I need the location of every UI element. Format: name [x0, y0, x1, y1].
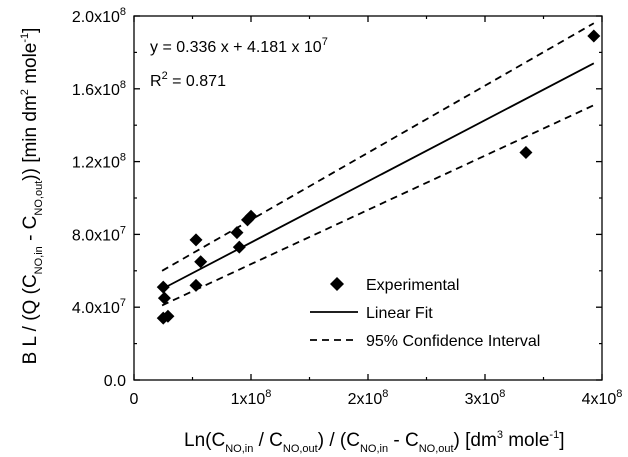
y-tick-label: 1.6x108	[72, 79, 126, 99]
fit-equation: y = 0.336 x + 4.181 x 107	[150, 36, 328, 56]
x-tick-label: 3x108	[465, 388, 506, 408]
x-tick-label: 4x108	[582, 388, 623, 408]
x-tick-labels: 0 1x108 2x108 3x108 4x108	[130, 388, 623, 408]
y-tick-label: 4.0x107	[72, 297, 126, 317]
data-point	[244, 209, 258, 223]
x-tick-label: 2x108	[348, 388, 389, 408]
data-points	[156, 29, 601, 325]
linear-fit-line	[161, 62, 595, 290]
data-point	[189, 278, 203, 292]
data-point	[230, 226, 244, 240]
data-point	[587, 29, 601, 43]
data-point	[161, 309, 175, 323]
x-tick-label: 1x108	[231, 388, 272, 408]
y-tick-label: 0.0	[104, 373, 126, 390]
data-point	[519, 146, 533, 159]
legend-label-fit: Linear Fit	[366, 305, 433, 322]
legend-label-experimental: Experimental	[366, 277, 459, 294]
r-squared: R2 = 0.871	[150, 70, 226, 90]
y-tick-label: 8.0x107	[72, 224, 126, 244]
legend-label-ci: 95% Confidence Interval	[366, 333, 540, 350]
fit-lines	[161, 22, 595, 307]
legend: Experimental Linear Fit 95% Confidence I…	[310, 277, 540, 350]
x-axis-title: Ln(CNO,in / CNO,out) / (CNO,in - CNO,out…	[184, 429, 564, 455]
plot-frame	[133, 15, 603, 381]
confidence-interval-line	[161, 104, 595, 307]
y-tick-label: 1.2x108	[72, 152, 126, 172]
data-point	[157, 291, 171, 305]
axis-ticks	[133, 15, 603, 381]
confidence-interval-line	[161, 22, 595, 272]
y-tick-label: 2.0x108	[72, 6, 126, 26]
x-tick-label: 0	[130, 391, 139, 408]
y-axis-title: B L / (Q (CNO,in - CNO,out)) [min dm2 mo…	[19, 28, 45, 365]
data-point	[194, 255, 208, 269]
data-point	[189, 233, 203, 247]
y-tick-labels: 0.0 4.0x107 8.0x107 1.2x108 1.6x108 2.0x108	[72, 6, 126, 390]
legend-marker-experimental	[330, 277, 344, 291]
data-point	[156, 280, 170, 294]
data-point	[232, 240, 246, 254]
